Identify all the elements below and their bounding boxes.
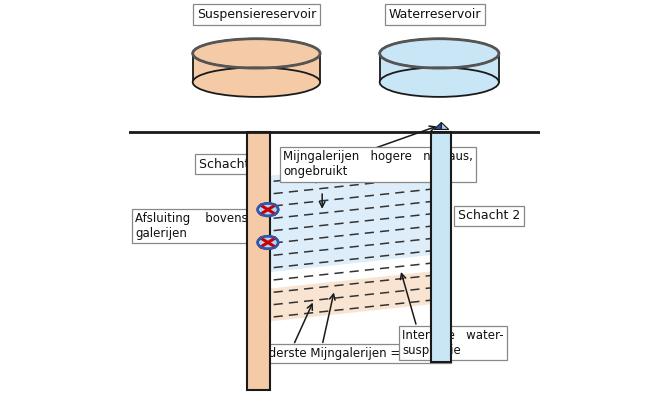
Ellipse shape bbox=[380, 39, 499, 68]
Ellipse shape bbox=[193, 67, 320, 97]
Text: Suspensiereservoir: Suspensiereservoir bbox=[197, 8, 316, 21]
Bar bbox=[247, 132, 270, 390]
Ellipse shape bbox=[258, 236, 278, 249]
Polygon shape bbox=[258, 156, 452, 273]
Text: Schacht 1: Schacht 1 bbox=[199, 158, 261, 171]
Polygon shape bbox=[434, 122, 442, 129]
Text: Onderste Mijngalerijen = batterij: Onderste Mijngalerijen = batterij bbox=[252, 347, 448, 360]
Polygon shape bbox=[258, 269, 452, 323]
Ellipse shape bbox=[258, 203, 278, 216]
Text: Afsluiting    bovenste
galerijen: Afsluiting bovenste galerijen bbox=[135, 212, 260, 240]
Ellipse shape bbox=[193, 39, 320, 68]
Bar bbox=[380, 53, 499, 82]
Ellipse shape bbox=[380, 67, 499, 97]
Text: Pomp - turbine: Pomp - turbine bbox=[326, 160, 418, 173]
Text: Interface   water-
suspensie: Interface water- suspensie bbox=[402, 329, 504, 357]
Text: Waterreservoir: Waterreservoir bbox=[389, 8, 482, 21]
Text: Schacht 2: Schacht 2 bbox=[458, 209, 520, 222]
Bar bbox=[193, 53, 320, 82]
Text: Mijngalerijen   hogere   niveaus,
ongebruikt: Mijngalerijen hogere niveaus, ongebruikt bbox=[283, 150, 473, 178]
Bar bbox=[432, 132, 451, 362]
Polygon shape bbox=[442, 122, 449, 129]
